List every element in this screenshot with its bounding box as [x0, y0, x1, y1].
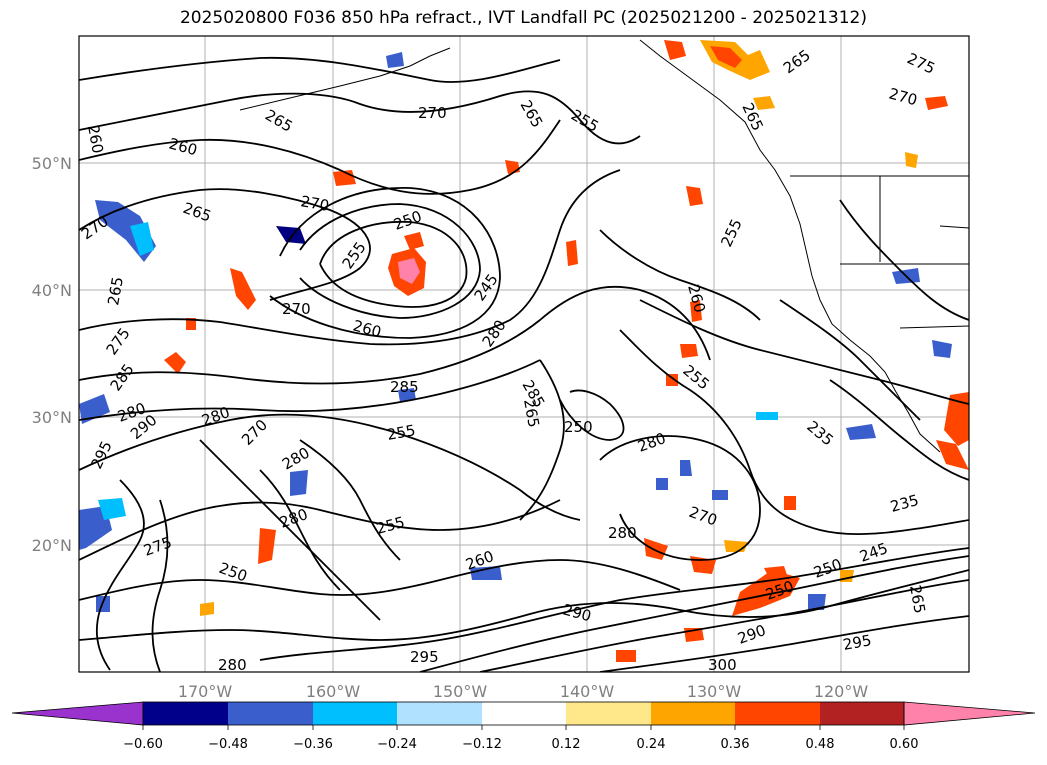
coastlines	[239, 39, 969, 453]
latitude-labels: 50°N 40°N 30°N 20°N	[32, 154, 72, 555]
positive-anomaly-patch	[753, 96, 775, 110]
map-title: 2025020800 F036 850 hPa refract., IVT La…	[179, 8, 867, 28]
positive-anomaly-patch	[710, 46, 742, 68]
colorbar-tick-label: −0.36	[293, 737, 333, 752]
colorbar-tick-label: −0.12	[462, 737, 502, 752]
colorbar-segment	[143, 702, 228, 725]
negative-anomaly-patch	[470, 566, 502, 580]
contour-label: 300	[708, 656, 737, 674]
colorbar-min-extension	[11, 701, 144, 726]
colorbar-max-extension	[903, 701, 1036, 726]
colorbar-tick-label: 0.48	[806, 737, 835, 752]
lon-label-120w: 120°W	[814, 682, 869, 701]
colorbar-segment	[651, 702, 735, 725]
map-panel	[79, 36, 969, 672]
positive-anomaly-patch	[784, 496, 796, 510]
positive-anomaly-patch	[186, 318, 196, 330]
colorbar-tick-label: 0.60	[890, 737, 919, 752]
colorbar-segment	[313, 702, 397, 725]
negative-anomaly-patch	[808, 594, 826, 610]
lat-label-40n: 40°N	[32, 281, 72, 300]
colorbar-tick-label: 0.24	[637, 737, 666, 752]
negative-anomaly-patch	[756, 412, 778, 420]
positive-anomaly-patch	[230, 268, 256, 310]
lon-label-140w: 140°W	[560, 682, 615, 701]
negative-anomaly-patch	[386, 52, 404, 68]
contour-label: 265	[104, 275, 127, 306]
lon-label-130w: 130°W	[687, 682, 742, 701]
colorbar-tick-label: 0.12	[552, 737, 581, 752]
negative-anomaly-patch	[276, 226, 306, 244]
positive-anomaly-patch	[905, 152, 918, 168]
contour-label: 280	[608, 524, 637, 542]
positive-anomaly-patch	[944, 392, 969, 446]
contour-label: 270	[418, 104, 447, 122]
lat-label-30n: 30°N	[32, 408, 72, 427]
colorbar: −0.60 −0.48 −0.36 −0.24 −0.12 0.12 0.24 …	[11, 701, 1036, 752]
positive-anomaly-patch	[164, 352, 186, 374]
negative-anomaly-patch	[79, 394, 110, 424]
colorbar-frame	[142, 701, 905, 726]
contour-label: 280	[218, 656, 247, 674]
positive-anomaly-patch	[936, 440, 969, 470]
positive-anomaly-patch	[666, 374, 678, 386]
lat-label-20n: 20°N	[32, 536, 72, 555]
positive-anomaly-patch	[644, 538, 668, 560]
colorbar-tick-label: −0.48	[208, 737, 248, 752]
refractivity-contours	[79, 56, 969, 672]
negative-anomaly-patch	[932, 340, 952, 358]
negative-anomaly-patch	[680, 460, 692, 476]
positive-anomaly-patch	[664, 40, 686, 60]
positive-anomaly-patch	[200, 602, 214, 616]
positive-anomaly-patch	[925, 96, 948, 110]
positive-anomaly-patch	[566, 240, 578, 266]
positive-anomaly-patch	[764, 566, 788, 580]
map-frame	[78, 35, 970, 673]
contour-label: 265	[906, 584, 929, 615]
longitude-labels: 170°W 160°W 150°W 140°W 130°W 120°W	[178, 682, 869, 701]
negative-anomaly-patch	[290, 470, 308, 496]
contour-label: 255	[386, 421, 417, 444]
colorbar-segment	[482, 702, 566, 725]
contour-label: 295	[842, 631, 873, 654]
colorbar-segment	[566, 702, 651, 725]
colorbar-segment	[820, 702, 904, 725]
colorbar-tick-label: −0.60	[123, 737, 163, 752]
positive-anomaly-patch	[616, 650, 636, 662]
negative-anomaly-patch	[98, 498, 126, 520]
lon-label-170w: 170°W	[178, 682, 233, 701]
refractivity-shading	[79, 40, 969, 662]
colorbar-tick-label: 0.36	[721, 737, 750, 752]
contour-label: 270	[282, 300, 311, 318]
lon-label-150w: 150°W	[433, 682, 488, 701]
contour-label: 270	[299, 192, 330, 215]
positive-anomaly-patch	[398, 258, 420, 284]
map-gridlines	[79, 36, 969, 672]
negative-anomaly-patch	[656, 478, 668, 490]
negative-anomaly-patch	[398, 388, 416, 402]
colorbar-segment	[397, 702, 482, 725]
positive-anomaly-patch	[680, 344, 698, 358]
contour-label: 250	[564, 418, 593, 436]
colorbar-segment	[735, 702, 820, 725]
contour-label: 265	[520, 398, 543, 429]
negative-anomaly-patch	[846, 424, 876, 440]
positive-anomaly-patch	[686, 186, 703, 206]
lat-label-50n: 50°N	[32, 154, 72, 173]
positive-anomaly-patch	[404, 232, 424, 250]
contour-label: 295	[410, 648, 439, 666]
negative-anomaly-patch	[712, 490, 728, 500]
positive-anomaly-patch	[690, 300, 702, 322]
negative-anomaly-patch	[130, 222, 154, 256]
contour-label: 260	[84, 124, 107, 155]
positive-anomaly-patch	[732, 570, 800, 616]
lon-label-160w: 160°W	[306, 682, 361, 701]
positive-anomaly-patch	[258, 528, 276, 564]
contour-label: 285	[390, 378, 419, 396]
colorbar-segment	[228, 702, 313, 725]
colorbar-tick-label: −0.24	[377, 737, 417, 752]
